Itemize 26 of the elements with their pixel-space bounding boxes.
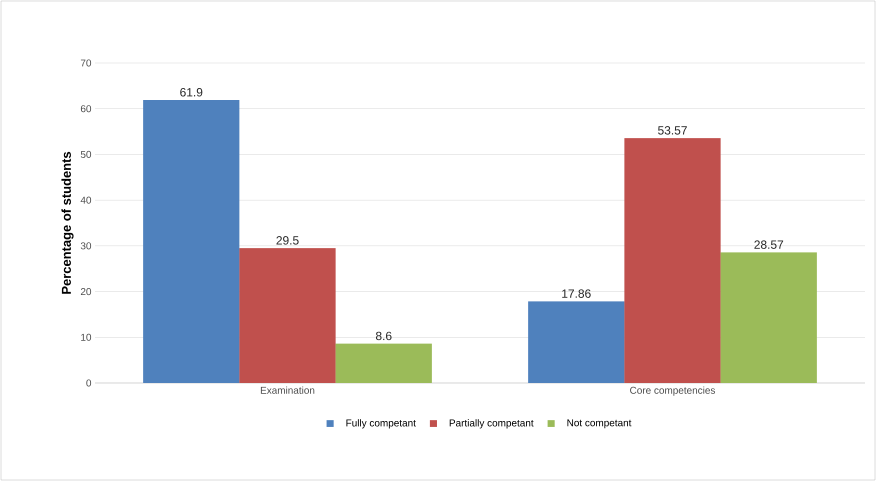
x-tick-label: Examination bbox=[260, 386, 314, 394]
data-label: 17.86 bbox=[562, 289, 591, 298]
bar bbox=[624, 138, 721, 383]
data-label: 8.6 bbox=[376, 332, 392, 340]
bar bbox=[143, 100, 240, 383]
y-tick-label: 70 bbox=[80, 59, 92, 67]
y-tick-label: 0 bbox=[86, 379, 92, 387]
y-tick-label: 50 bbox=[80, 150, 92, 158]
y-tick-label: 40 bbox=[80, 196, 92, 204]
bar bbox=[239, 248, 336, 383]
y-axis-title: Percentage of students bbox=[61, 152, 74, 294]
data-label: 29.5 bbox=[276, 236, 299, 245]
data-label: 61.9 bbox=[180, 88, 202, 97]
y-tick-label: 60 bbox=[80, 105, 92, 112]
bar bbox=[336, 344, 432, 383]
legend-label: Partially competant bbox=[450, 419, 534, 428]
bar bbox=[720, 252, 817, 383]
data-label: 53.57 bbox=[658, 126, 687, 135]
data-label: 28.57 bbox=[754, 240, 784, 249]
legend-label: Not competant bbox=[567, 419, 632, 428]
y-tick-label: 10 bbox=[81, 334, 92, 341]
y-tick-label: 30 bbox=[80, 242, 92, 250]
x-tick-label: Core competencies bbox=[630, 386, 716, 396]
y-tick-label: 20 bbox=[80, 288, 92, 296]
legend-label: Fully competant bbox=[346, 419, 416, 428]
bar bbox=[528, 301, 624, 383]
